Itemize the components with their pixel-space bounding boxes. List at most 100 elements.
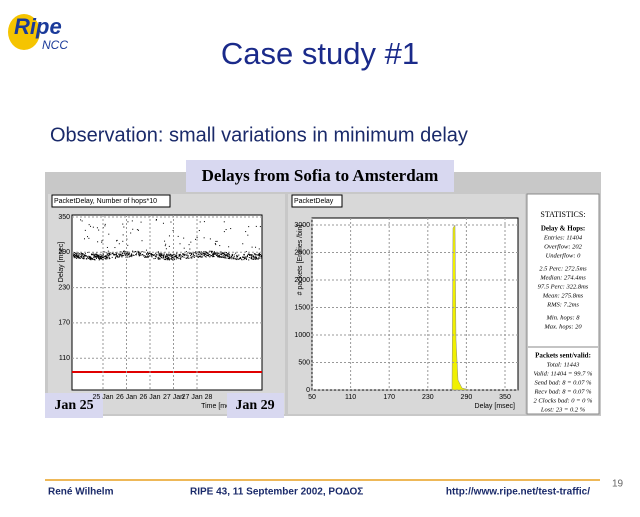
- scatter-dot: [146, 253, 148, 255]
- stats-line: Total: 11443: [547, 361, 580, 368]
- scatter-dot: [125, 256, 127, 258]
- right-x-label: Delay [msec]: [475, 403, 516, 410]
- scatter-dot: [190, 257, 192, 259]
- scatter-dot: [122, 234, 124, 236]
- scatter-dot: [173, 253, 175, 255]
- scatter-dot: [138, 251, 140, 253]
- scatter-dot: [183, 247, 185, 249]
- scatter-dot: [216, 252, 218, 254]
- scatter-dot: [235, 258, 237, 260]
- scatter-dot: [174, 259, 176, 261]
- scatter-dot: [113, 254, 115, 256]
- scatter-dot: [215, 244, 217, 246]
- scatter-dot: [164, 256, 166, 258]
- scatter-dot: [255, 246, 257, 248]
- observation: Observation: small variations in minimum…: [50, 124, 468, 146]
- scatter-dot: [240, 256, 242, 258]
- scatter-dot: [95, 255, 97, 257]
- scatter-dot: [128, 253, 130, 255]
- scatter-dot: [215, 252, 217, 254]
- scatter-dot: [204, 252, 206, 254]
- scatter-dot: [199, 255, 201, 257]
- scatter-dot: [89, 255, 91, 257]
- scatter-dot: [131, 256, 133, 258]
- scatter-dot: [78, 253, 80, 255]
- scatter-dot: [226, 254, 228, 256]
- scatter-dot: [158, 255, 160, 257]
- scatter-dot: [250, 254, 252, 256]
- scatter-dot: [220, 253, 222, 255]
- scatter-dot: [155, 219, 157, 221]
- scatter-dot: [256, 258, 258, 260]
- scatter-dot: [186, 253, 188, 255]
- scatter-dot: [75, 257, 77, 259]
- scatter-dot: [129, 255, 131, 257]
- scatter-dot: [197, 256, 199, 258]
- y-tick-label: 2000: [294, 277, 310, 284]
- scatter-dot: [217, 252, 219, 254]
- scatter-dot: [245, 256, 247, 258]
- scatter-dot: [226, 257, 228, 259]
- stats-panel: [526, 193, 600, 415]
- scatter-dot: [212, 253, 214, 255]
- scatter-dot: [218, 256, 220, 258]
- scatter-dot: [93, 256, 95, 258]
- scatter-dot: [120, 251, 122, 253]
- scatter-dot: [257, 254, 259, 256]
- scatter-dot: [105, 258, 107, 260]
- scatter-dot: [223, 221, 225, 223]
- scatter-dot: [140, 221, 142, 223]
- scatter-dot: [136, 253, 138, 255]
- scatter-dot: [151, 255, 153, 257]
- scatter-dot: [145, 249, 147, 251]
- scatter-dot: [167, 256, 169, 258]
- scatter-dot: [83, 257, 85, 259]
- scatter-dot: [187, 252, 189, 254]
- scatter-dot: [255, 257, 257, 259]
- scatter-dot: [183, 253, 185, 255]
- scatter-dot: [109, 254, 111, 256]
- scatter-dot: [103, 251, 105, 253]
- scatter-dot: [123, 226, 125, 228]
- scatter-dot: [115, 252, 117, 254]
- scatter-dot: [245, 257, 247, 259]
- scatter-dot: [158, 258, 160, 260]
- scatter-dot: [247, 234, 249, 236]
- scatter-dot: [102, 253, 104, 255]
- scatter-dot: [174, 255, 176, 257]
- scatter-dot: [99, 253, 101, 255]
- scatter-dot: [150, 253, 152, 255]
- y-tick-label: 1500: [294, 304, 310, 311]
- scatter-dot: [106, 254, 108, 256]
- scatter-dot: [169, 255, 171, 257]
- scatter-dot: [81, 255, 83, 257]
- stats-line: Send bad: 8 = 0.07 %: [534, 379, 592, 386]
- scatter-dot: [195, 255, 197, 257]
- scatter-dot: [214, 243, 216, 245]
- scatter-dot: [255, 258, 257, 260]
- scatter-dot: [96, 227, 98, 229]
- scatter-dot: [255, 225, 257, 227]
- scatter-dot: [80, 253, 82, 255]
- footer-author: René Wilhelm: [48, 487, 114, 498]
- scatter-dot: [242, 243, 244, 245]
- scatter-dot: [199, 252, 201, 254]
- scatter-dot: [190, 255, 192, 257]
- scatter-dot: [248, 259, 250, 261]
- scatter-dot: [248, 226, 250, 228]
- scatter-dot: [141, 253, 143, 255]
- scatter-dot: [119, 254, 121, 256]
- scatter-dot: [168, 257, 170, 259]
- scatter-dot: [166, 255, 168, 257]
- scatter-dot: [81, 255, 83, 257]
- x-tick-label: 27 Jan: [163, 394, 184, 401]
- scatter-dot: [110, 254, 112, 256]
- stats-line: Median: 274.4ms: [539, 274, 586, 281]
- scatter-dot: [236, 256, 238, 258]
- scatter-dot: [206, 253, 208, 255]
- scatter-dot: [260, 255, 262, 257]
- scatter-dot: [180, 257, 182, 259]
- scatter-dot: [160, 254, 162, 256]
- scatter-dot: [228, 256, 230, 258]
- scatter-dot: [178, 258, 180, 260]
